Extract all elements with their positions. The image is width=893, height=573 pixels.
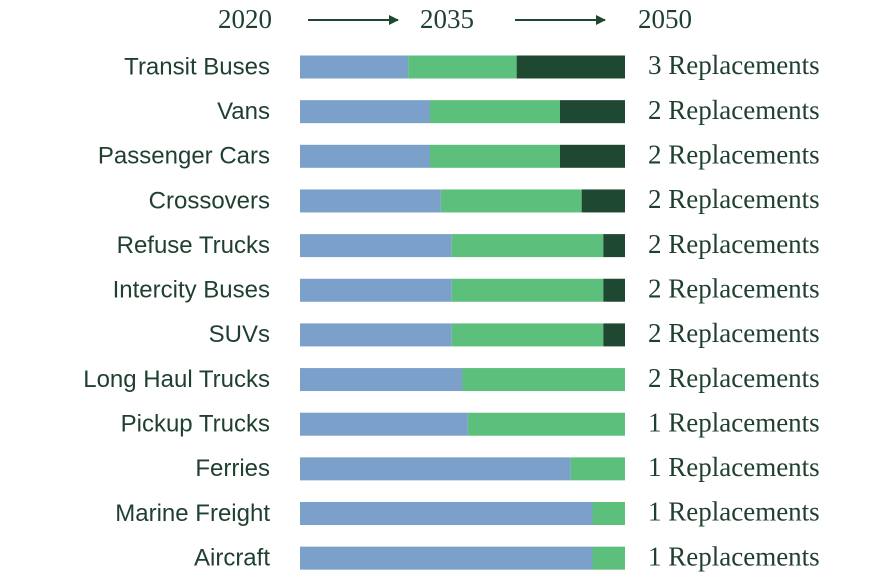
category-label: SUVs (209, 321, 270, 348)
bar-segment (603, 323, 625, 347)
bar-segment (300, 144, 430, 168)
bar-segment (560, 144, 625, 168)
bar-segment (300, 323, 452, 347)
bar-segment (300, 278, 452, 302)
bar-segment (560, 100, 625, 124)
bar-annotation: 2 Replacements (648, 273, 820, 303)
category-label: Passenger Cars (98, 143, 270, 170)
x-tick-label: 2020 (218, 4, 272, 34)
bar-segment (516, 55, 625, 79)
bar-segment (300, 368, 463, 392)
bar-annotation: 2 Replacements (648, 229, 820, 259)
category-label: Marine Freight (115, 500, 270, 527)
x-tick-label: 2035 (420, 4, 474, 34)
bar-segment (462, 368, 625, 392)
bar-annotation: 2 Replacements (648, 318, 820, 348)
bar-annotation: 2 Replacements (648, 363, 820, 393)
bar-segment (300, 100, 430, 124)
bar-annotation: 1 Replacements (648, 452, 820, 482)
bar-segment (300, 457, 571, 481)
bar-annotation: 1 Replacements (648, 407, 820, 437)
bar-segment (300, 502, 593, 525)
bar-annotation: 2 Replacements (648, 184, 820, 214)
category-label: Aircraft (194, 544, 270, 571)
x-tick-label: 2050 (638, 4, 692, 34)
bar-segment (300, 55, 409, 79)
bar-annotation: 1 Replacements (648, 541, 820, 571)
bar-segment (603, 278, 625, 302)
category-label: Intercity Buses (113, 277, 270, 304)
bar-segment (300, 234, 452, 258)
category-label: Long Haul Trucks (83, 366, 270, 393)
bar-segment (300, 412, 468, 436)
bar-segment (440, 189, 582, 213)
bar-segment (581, 189, 625, 213)
bar-segment (430, 100, 560, 124)
bar-segment (300, 189, 441, 213)
bar-annotation: 2 Replacements (648, 95, 820, 125)
bar-segment (451, 234, 604, 258)
bar-annotation: 1 Replacements (648, 497, 820, 527)
bar-segment (467, 412, 625, 436)
category-label: Crossovers (149, 187, 270, 214)
bar-segment (300, 546, 593, 570)
category-label: Refuse Trucks (117, 232, 270, 259)
bar-segment (451, 323, 604, 347)
bar-annotation: 2 Replacements (648, 140, 820, 170)
category-label: Pickup Trucks (121, 411, 270, 438)
bar-segment (603, 234, 625, 258)
category-label: Vans (217, 98, 270, 125)
bar-segment (430, 144, 560, 168)
bar-segment (408, 55, 517, 79)
bar-segment (570, 457, 625, 481)
category-label: Ferries (195, 455, 270, 482)
bar-segment (451, 278, 604, 302)
bar-annotation: 3 Replacements (648, 50, 820, 80)
bar-segment (592, 546, 625, 570)
bar-segment (592, 502, 625, 525)
category-label: Transit Buses (124, 53, 270, 80)
